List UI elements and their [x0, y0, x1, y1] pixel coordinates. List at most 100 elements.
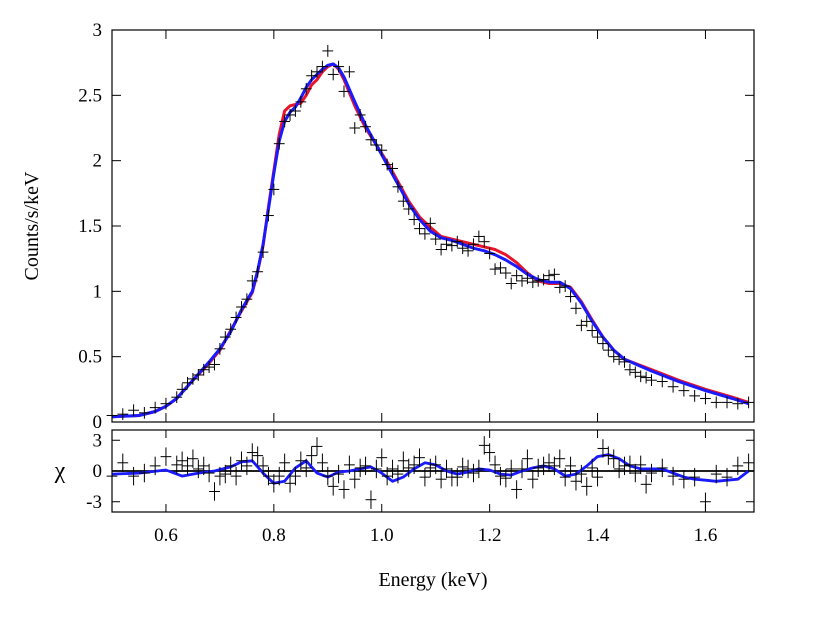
x-axis-label: Energy (keV) — [378, 569, 487, 591]
y-axis-label: Counts/s/keV — [21, 171, 43, 280]
residual-point — [236, 451, 247, 470]
residual-point — [721, 467, 733, 487]
data-point — [419, 227, 431, 240]
residual-point — [629, 463, 641, 483]
data-point — [343, 65, 355, 78]
data-point — [149, 401, 161, 414]
residual-point — [295, 451, 307, 470]
data-point — [462, 244, 474, 257]
x-tick-label: 0.6 — [154, 525, 178, 546]
residual-point — [435, 469, 447, 489]
residual-point — [290, 466, 301, 486]
residual-point — [430, 455, 442, 475]
residual-point — [403, 458, 415, 478]
data-point — [273, 137, 285, 150]
data-point — [397, 195, 409, 208]
residual-point — [230, 466, 242, 486]
data-point — [290, 105, 301, 117]
residual-point — [381, 466, 393, 486]
data-point — [565, 290, 576, 303]
y-tick-label: 1 — [93, 281, 103, 302]
residual-point — [360, 456, 371, 476]
residual-point — [273, 466, 285, 486]
residual-point — [586, 458, 598, 478]
residual-point — [743, 453, 754, 473]
residual-y-tick-label: -3 — [86, 492, 102, 513]
data-point — [365, 133, 377, 146]
data-point — [635, 370, 647, 383]
data-point — [624, 363, 636, 376]
spectrum-panel: 0 0.5 1 1.5 2 2.5 3 — [78, 20, 755, 433]
residual-point — [516, 459, 528, 479]
data-point — [354, 109, 366, 121]
y-tick-label: 0 — [93, 412, 103, 433]
data-point — [505, 277, 517, 290]
data-point — [279, 115, 291, 128]
data-point — [667, 380, 679, 393]
data-point — [732, 397, 744, 410]
data-point — [192, 369, 204, 381]
data-point — [225, 323, 237, 336]
residual-point — [376, 448, 388, 467]
residual-point — [484, 443, 496, 462]
residual-point — [203, 463, 215, 483]
residual-point — [635, 455, 647, 475]
data-point — [230, 311, 242, 324]
residual-axis-label: χ — [54, 458, 66, 484]
residual-point — [365, 490, 377, 509]
residual-point — [565, 456, 576, 476]
residual-point — [554, 449, 566, 468]
data-point — [646, 374, 657, 387]
data-point — [219, 331, 231, 343]
data-point — [478, 235, 490, 248]
residual-y-tick-label: 3 — [93, 430, 103, 451]
data-point — [138, 406, 150, 419]
data-point — [484, 247, 496, 260]
residual-point — [457, 457, 469, 477]
residual-point — [468, 463, 479, 483]
residual-point — [171, 455, 183, 475]
data-point — [268, 183, 280, 196]
data-point — [376, 144, 388, 157]
residuals-frame — [111, 429, 755, 513]
residual-point — [327, 477, 339, 496]
residual-point — [219, 464, 231, 484]
data-point — [592, 331, 603, 343]
data-point — [203, 361, 215, 373]
data-point — [209, 358, 220, 371]
y-tick-label: 1.5 — [78, 216, 102, 237]
data-point — [656, 375, 668, 388]
residual-point — [149, 456, 161, 476]
data-point — [495, 261, 506, 274]
residual-point — [176, 451, 188, 470]
data-point — [360, 120, 371, 133]
data-point — [743, 396, 754, 409]
residual-point — [397, 451, 409, 470]
residual-point — [322, 466, 334, 486]
data-point — [117, 408, 129, 421]
y-tick-label: 0.5 — [78, 347, 102, 368]
spectrum-data-points — [106, 45, 754, 422]
data-point — [554, 281, 566, 294]
residual-point — [575, 464, 587, 484]
residual-point — [192, 459, 204, 479]
y-tick-label: 3 — [93, 20, 103, 41]
residual-point — [700, 492, 711, 511]
data-point — [597, 337, 609, 350]
data-point — [500, 267, 512, 279]
y-tick-label: 2.5 — [78, 85, 102, 106]
data-point — [176, 383, 188, 396]
residual-point — [257, 456, 269, 476]
residual-point — [689, 467, 701, 487]
residual-point — [408, 455, 420, 475]
residuals-panel: -3 0 3 0.6 0.8 1.0 1.2 1.4 1.6 — [86, 429, 755, 546]
residual-point — [640, 475, 652, 494]
residual-point — [279, 453, 291, 473]
data-point — [435, 243, 447, 256]
residual-point — [209, 482, 220, 501]
residual-point — [333, 464, 344, 484]
residual-point — [570, 472, 582, 491]
residual-point — [343, 455, 355, 475]
data-point — [602, 344, 614, 357]
